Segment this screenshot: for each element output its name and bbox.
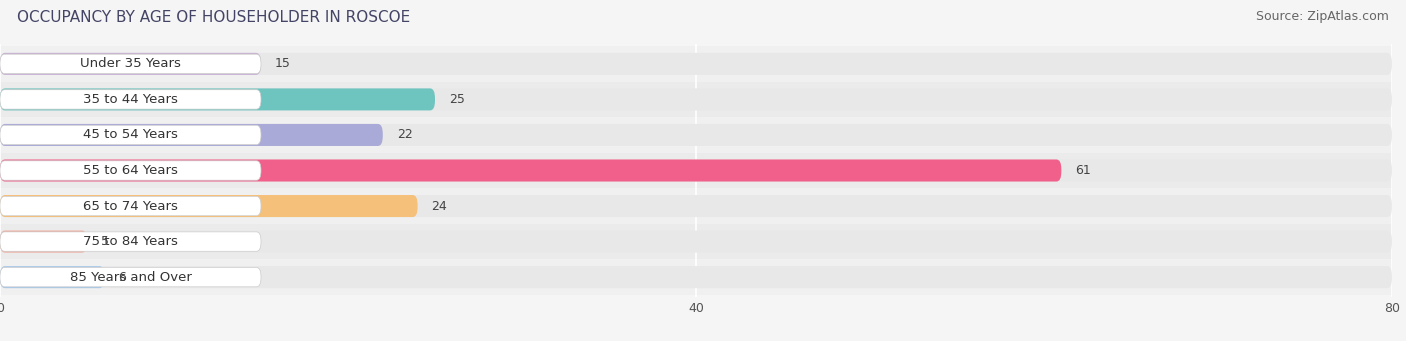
FancyBboxPatch shape: [0, 266, 1392, 288]
FancyBboxPatch shape: [0, 231, 1392, 253]
FancyBboxPatch shape: [0, 160, 1062, 181]
FancyBboxPatch shape: [0, 124, 382, 146]
FancyBboxPatch shape: [0, 196, 262, 216]
Text: 6: 6: [118, 271, 127, 284]
Text: OCCUPANCY BY AGE OF HOUSEHOLDER IN ROSCOE: OCCUPANCY BY AGE OF HOUSEHOLDER IN ROSCO…: [17, 10, 411, 25]
Text: Source: ZipAtlas.com: Source: ZipAtlas.com: [1256, 10, 1389, 23]
FancyBboxPatch shape: [0, 53, 1392, 75]
FancyBboxPatch shape: [0, 46, 1406, 81]
Text: 25: 25: [449, 93, 465, 106]
Text: 65 to 74 Years: 65 to 74 Years: [83, 199, 179, 212]
FancyBboxPatch shape: [0, 195, 418, 217]
FancyBboxPatch shape: [0, 81, 1406, 117]
Text: Under 35 Years: Under 35 Years: [80, 57, 181, 70]
Text: 24: 24: [432, 199, 447, 212]
FancyBboxPatch shape: [0, 117, 1406, 153]
FancyBboxPatch shape: [0, 88, 434, 110]
Text: 22: 22: [396, 129, 412, 142]
FancyBboxPatch shape: [0, 260, 1406, 295]
FancyBboxPatch shape: [0, 231, 87, 253]
FancyBboxPatch shape: [0, 153, 1406, 188]
FancyBboxPatch shape: [0, 90, 262, 109]
FancyBboxPatch shape: [0, 224, 1406, 260]
FancyBboxPatch shape: [0, 161, 262, 180]
Text: 45 to 54 Years: 45 to 54 Years: [83, 129, 179, 142]
FancyBboxPatch shape: [0, 188, 1406, 224]
FancyBboxPatch shape: [0, 160, 1392, 181]
Text: 85 Years and Over: 85 Years and Over: [69, 271, 191, 284]
FancyBboxPatch shape: [0, 267, 262, 287]
FancyBboxPatch shape: [0, 54, 262, 74]
FancyBboxPatch shape: [0, 53, 262, 75]
FancyBboxPatch shape: [0, 124, 1392, 146]
FancyBboxPatch shape: [0, 88, 1392, 110]
FancyBboxPatch shape: [0, 195, 1392, 217]
FancyBboxPatch shape: [0, 125, 262, 145]
Text: 35 to 44 Years: 35 to 44 Years: [83, 93, 179, 106]
Text: 55 to 64 Years: 55 to 64 Years: [83, 164, 179, 177]
Text: 5: 5: [101, 235, 108, 248]
Text: 15: 15: [276, 57, 291, 70]
FancyBboxPatch shape: [0, 266, 104, 288]
FancyBboxPatch shape: [0, 232, 262, 251]
Text: 61: 61: [1076, 164, 1091, 177]
Text: 75 to 84 Years: 75 to 84 Years: [83, 235, 179, 248]
